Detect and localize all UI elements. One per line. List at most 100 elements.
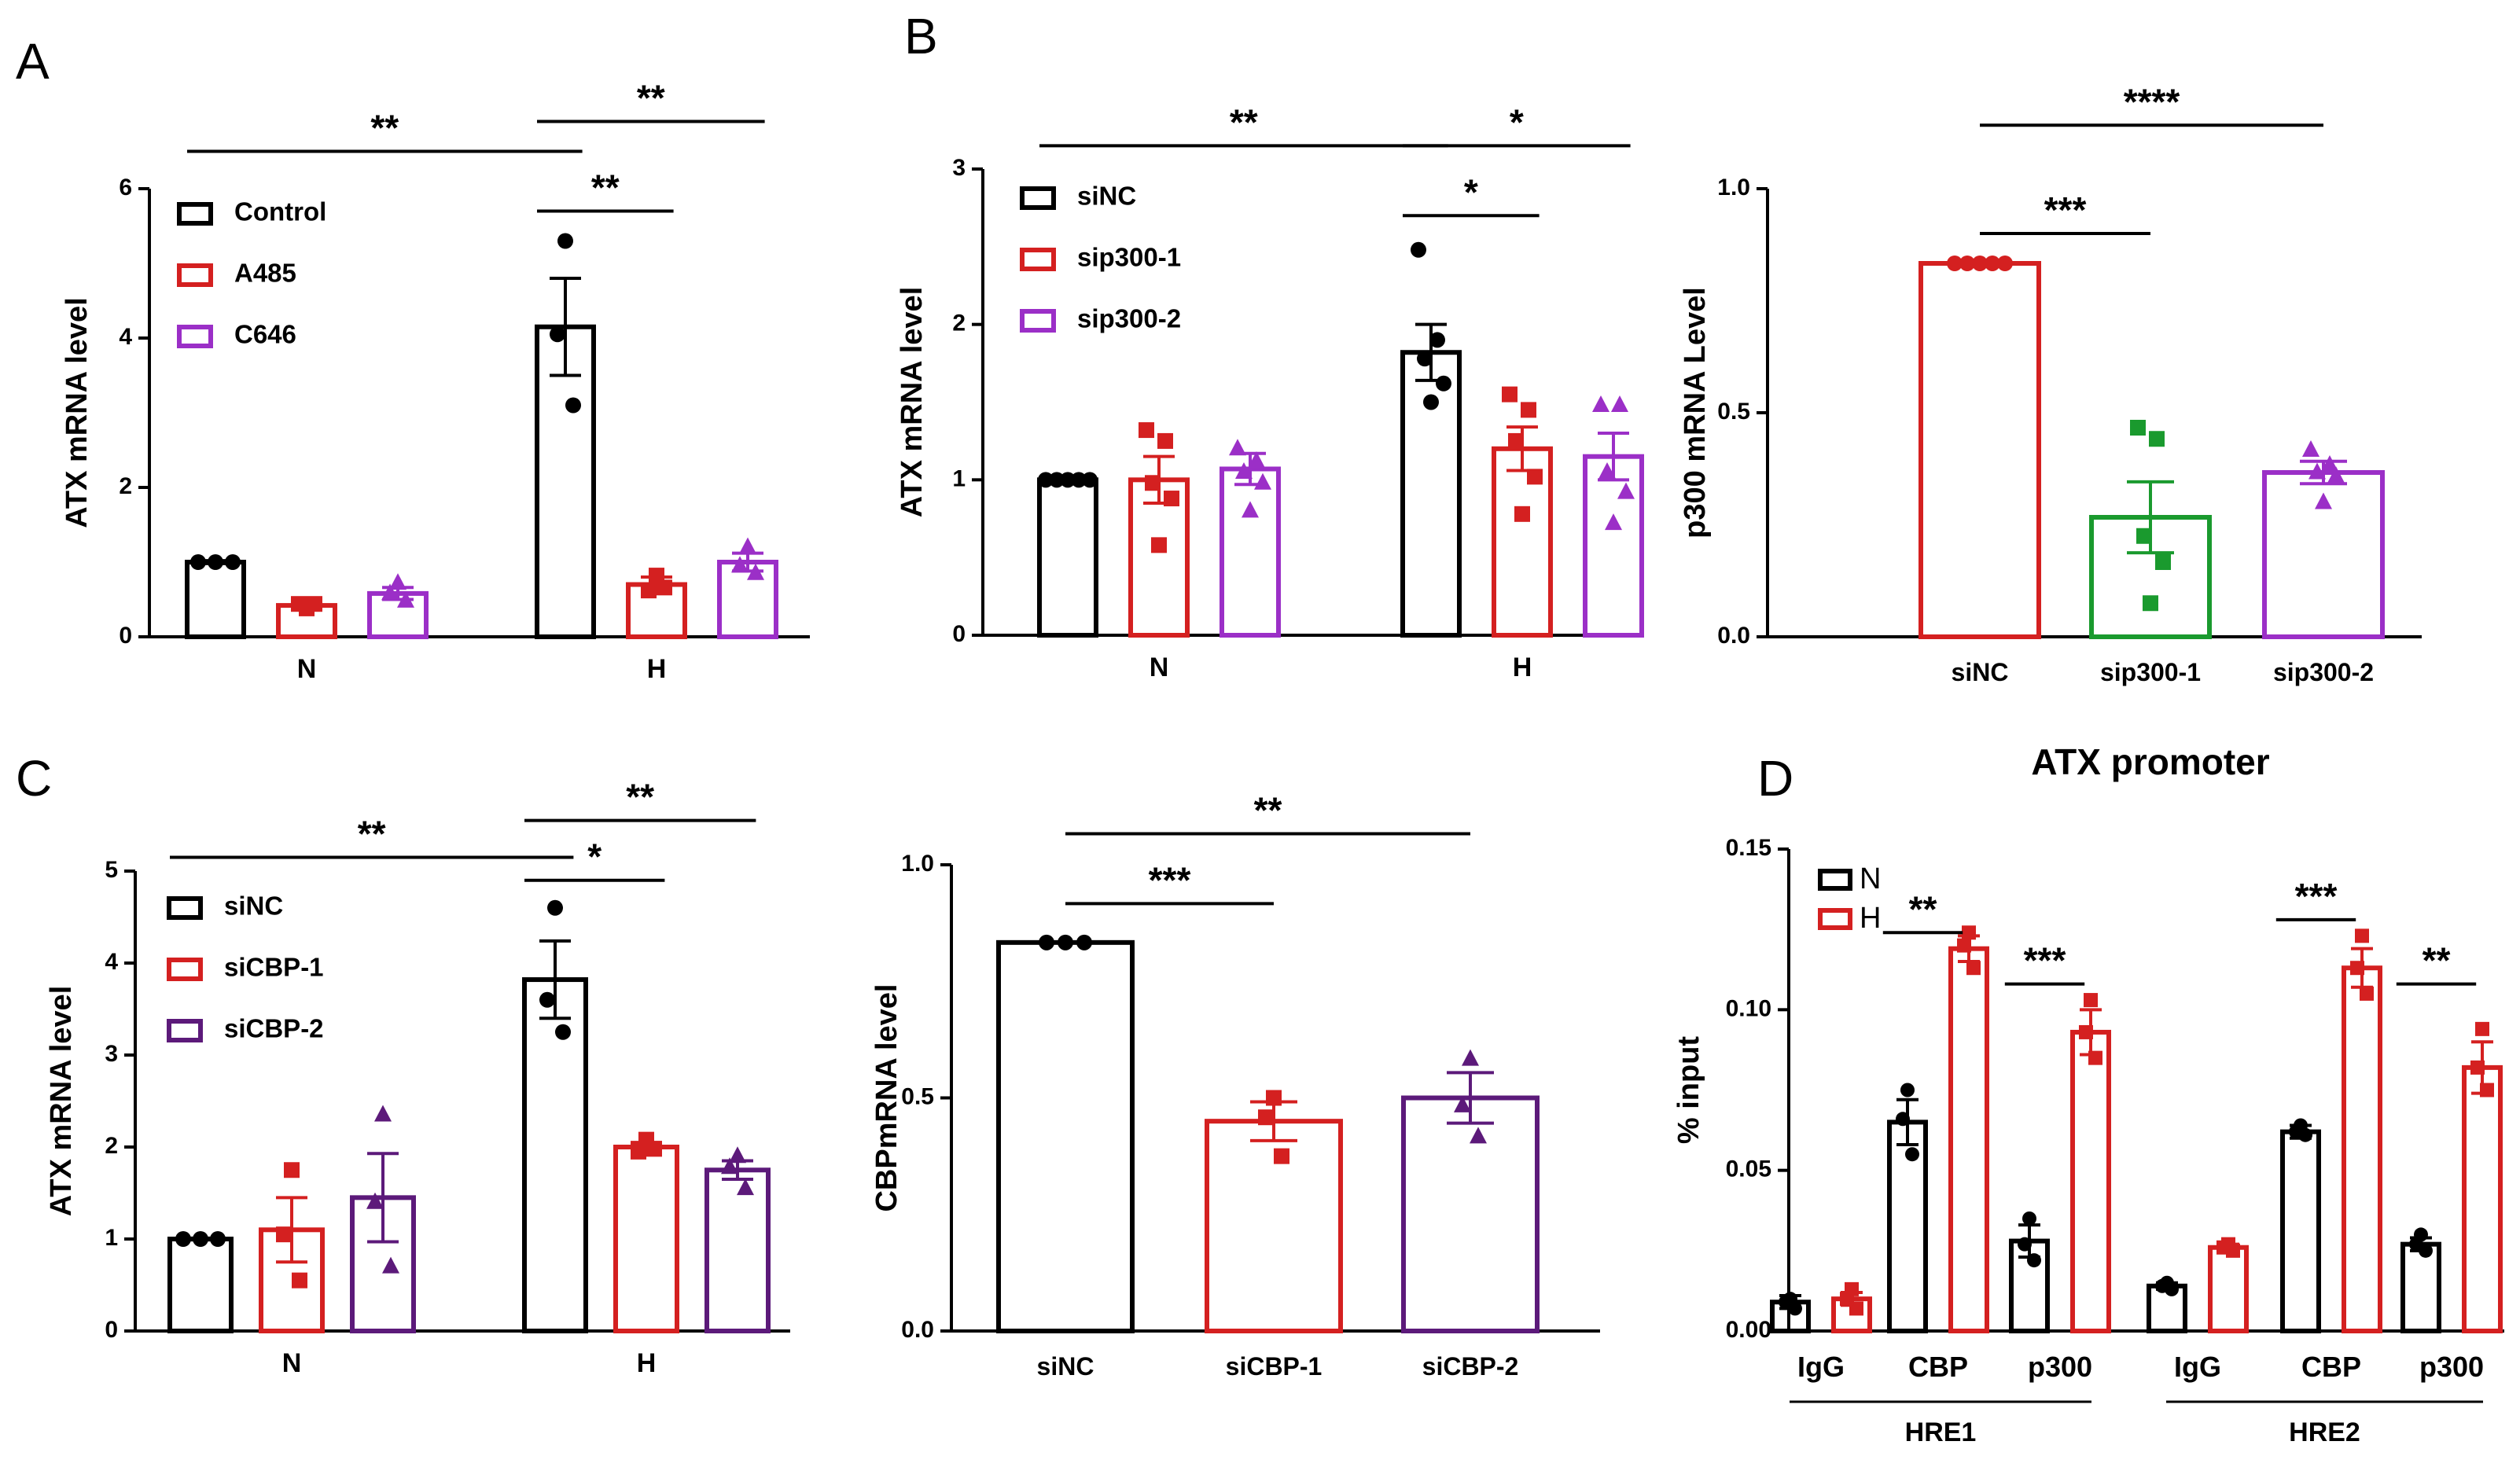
panel-d-bar [2462,1064,2503,1333]
panel-a-data-point [641,583,657,599]
panel-d-data-point [1957,938,1971,953]
panel-c2-x-tick-label: siCBP-1 [1226,1352,1323,1381]
panel-b1-data-point [1429,332,1445,348]
panel-b1-data-point [1145,475,1161,491]
panel-b1-data-point [1617,482,1635,499]
panel-c1-y-tick-label: 5 [105,857,118,883]
panel-a-data-point [649,568,664,584]
panel-d-data-point [2355,928,2369,943]
panel-c1-data-point [284,1162,300,1178]
panel-d-data-point [2475,1021,2489,1036]
panel-a-y-tick-label: 6 [119,175,132,200]
panel-d-x-tick-label: CBP [1908,1351,1968,1383]
panel-d-x-tick-label: IgG [1797,1351,1845,1383]
panel-b2-data-point [2308,462,2326,480]
panel-c1-legend-swatch [167,958,203,981]
panel-d-y-axis-label: % input [1672,1036,1705,1145]
panel-b2-data-point [1972,256,1988,271]
panel-c1-data-point [292,1272,307,1289]
panel-d-data-point [1849,1301,1863,1316]
panel-b1-data-point [1527,469,1543,485]
panel-a-data-point [565,397,581,414]
panel-c2-data-point [1454,1095,1471,1112]
panel-d-bar [2400,1241,2441,1334]
panel-b1-y-tick-label: 1 [952,465,966,491]
panel-c1-data-point [547,899,563,916]
panel-c2-bar [996,939,1135,1334]
panel-d-x-tick-label: p300 [2028,1351,2092,1383]
panel-b1-data-point [1071,472,1087,488]
panel-b2-data-point [1959,256,1975,271]
panel-d-bar [2342,965,2382,1333]
panel-b1-bar [1037,477,1098,638]
panel-c2-data-point [1470,1127,1487,1144]
panel-b1-data-point [1082,472,1098,488]
panel-d-data-point [2022,1211,2036,1226]
panel-a-data-point [550,326,565,343]
panel-b1-data-point [1248,451,1265,469]
panel-b1-legend-swatch [1020,186,1056,210]
panel-c1-data-point [276,1226,292,1243]
panel-c1-legend-swatch [167,1019,203,1042]
panel-c1-y-tick-label: 3 [105,1041,118,1067]
panel-c2-y-tick-label: 1.0 [901,851,934,877]
panel-c1-x-tick-label: N [282,1348,302,1378]
panel-c2-data-point [1058,934,1073,950]
panel-b1-data-point [1164,491,1179,507]
panel-b1-data-point [1139,422,1154,439]
panel-b1-data-point [1611,395,1628,412]
panel-b1-data-point [1592,395,1609,412]
panel-b1-legend-label: sip300-2 [1077,304,1181,333]
panel-a-data-point [557,233,573,249]
panel-a-data-point [747,563,764,580]
panel-c1-y-tick-label: 0 [105,1317,118,1343]
panel-b2-data-point [2149,431,2165,447]
panel-d-data-point [2088,1050,2102,1065]
panel-a-data-point [739,537,756,554]
panel-c1-data-point [539,991,555,1008]
panel-a-legend-swatch [177,263,213,287]
panel-d-y-tick-label: 0.10 [1726,995,1771,1021]
panel-b2-data-point [2321,455,2338,472]
panel-d-significance-label: ** [2423,940,2451,981]
panel-a-y-tick-label: 0 [119,623,132,649]
panel-a-legend-label: C646 [234,320,296,349]
panel-a-y-tick-label: 4 [119,324,132,350]
panel-c1-data-point [175,1231,191,1247]
panel-c1-data-point [555,1024,571,1040]
panel-c2-x-tick-label: siNC [1037,1352,1094,1381]
panel-d-data-point [1905,1147,1919,1162]
panel-c1-legend-label: siNC [224,892,283,921]
panel-a-data-point [291,596,307,612]
panel-b2-data-point [2315,492,2332,509]
panel-a-legend-label: A485 [234,259,296,288]
panel-c1-y-tick-label: 4 [105,949,118,975]
panel-c1-data-point [366,1192,384,1209]
panel-a-bar [717,560,778,639]
panel-d-legend-label: H [1860,902,1881,935]
panel-d-significance-label: *** [2295,876,2338,917]
panel-d-data-point [2084,993,2098,1008]
panel-b1-x-tick-label: H [1513,653,1532,682]
panel-a-data-point [731,556,749,573]
panel-a-data-point [381,583,399,601]
panel-b2-y-tick-label: 0.5 [1717,399,1750,425]
panel-b1-data-point [1514,506,1530,522]
panel-a-bar [185,560,246,639]
panel-b1-y-tick-label: 2 [952,311,966,336]
panel-b1-data-point [1235,461,1253,479]
panel-c2-y-tick-label: 0.5 [901,1083,934,1109]
panel-b2-y-tick-label: 1.0 [1717,175,1750,200]
panel-b2-significance-label: **** [2124,81,2180,122]
panel-b1-data-point [1242,501,1259,518]
panel-c1-data-point [210,1231,226,1247]
panel-c2-significance-label: *** [1149,859,1191,900]
panel-c1-significance-label: * [587,836,601,877]
panel-b1-data-point [1038,472,1054,488]
panel-c2-x-tick-label: siCBP-2 [1422,1352,1519,1381]
panel-a-significance-label: ** [591,167,620,208]
panel-b2-y-tick-label: 0.0 [1717,623,1750,649]
panel-c1-data-point [737,1178,754,1196]
panel-a-legend-swatch [177,325,213,348]
panel-b2-significance-label: *** [2044,189,2087,230]
